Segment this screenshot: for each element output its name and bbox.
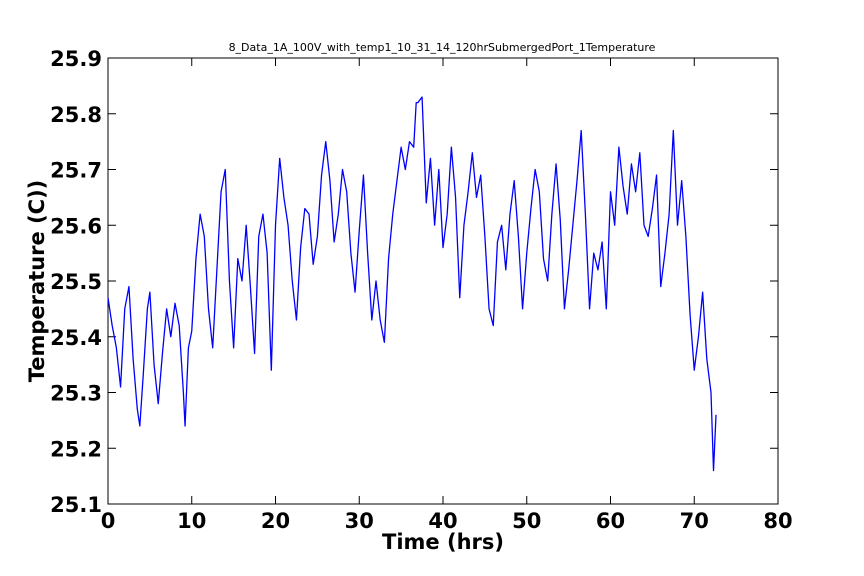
y-tick-label: 25.5: [50, 270, 102, 294]
y-tick-label: 25.9: [50, 47, 102, 71]
x-tick-label: 40: [428, 509, 457, 533]
x-tick-label: 80: [763, 509, 792, 533]
y-tick-label: 25.2: [50, 437, 102, 461]
x-tick-label: 20: [261, 509, 290, 533]
x-tick-label: 60: [596, 509, 625, 533]
x-tick-label: 30: [345, 509, 374, 533]
y-axis-label: Temperature (C)): [25, 180, 49, 383]
x-axis-ticks: 0 10 20 30 40 50 60 70 80: [101, 58, 793, 533]
series-line-temperature: [107, 96, 717, 472]
x-tick-label: 70: [680, 509, 709, 533]
x-tick-label: 10: [177, 509, 206, 533]
y-tick-label: 25.3: [50, 382, 102, 406]
y-tick-label: 25.8: [50, 103, 102, 127]
y-axis-ticks: 25.1 25.2 25.3 25.4 25.5 25.6 25.7 25.8 25.9: [50, 47, 778, 517]
x-axis-label: Time (hrs): [382, 530, 504, 554]
y-tick-label: 25.7: [50, 159, 102, 183]
x-tick-label: 50: [512, 509, 541, 533]
series-group: [107, 96, 717, 472]
y-tick-label: 25.6: [50, 214, 102, 238]
plot-frame: [107, 57, 779, 505]
y-tick-label: 25.4: [50, 326, 102, 350]
chart-title: 8_Data_1A_100V_with_temp1_10_31_14_120hr…: [229, 41, 656, 54]
x-tick-label: 0: [101, 509, 116, 533]
y-tick-label: 25.1: [50, 493, 102, 517]
